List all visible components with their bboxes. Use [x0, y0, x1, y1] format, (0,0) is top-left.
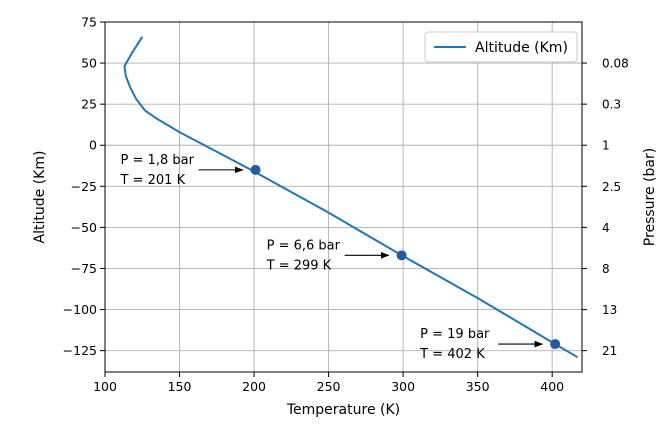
series-line-altitude [123, 36, 579, 359]
x-tick-label: 350 [466, 379, 490, 394]
data-point-marker [396, 250, 407, 261]
annotation-pressure: P = 19 bar [420, 327, 490, 342]
y2-axis-label: Pressure (bar) [642, 148, 658, 246]
y2-tick-label: 13 [602, 303, 617, 317]
y2-tick-label: 2.5 [602, 180, 621, 194]
data-point-marker [250, 164, 261, 175]
x-axis-label: Temperature (K) [286, 402, 400, 418]
x-axis-ticks: 100 150 200 250 300 350 400 [93, 372, 564, 394]
y-tick-label: 0 [89, 138, 97, 153]
y-tick-label: −25 [71, 179, 97, 194]
y2-tick-label: 1 [602, 139, 610, 153]
annotation-temperature: T = 299 K [266, 258, 332, 273]
y-tick-label: −50 [71, 220, 97, 235]
annotation-temperature: T = 201 K [120, 173, 186, 188]
y-tick-label: 75 [81, 15, 97, 30]
series-layer [123, 36, 579, 359]
y-tick-label: −75 [71, 261, 97, 276]
y2-tick-label: 4 [602, 221, 610, 235]
annotation-pressure: P = 1,8 bar [121, 153, 195, 168]
y-axis-label: Altitude (Km) [32, 151, 48, 244]
x-tick-label: 250 [317, 379, 341, 394]
x-tick-label: 100 [93, 379, 117, 394]
x-tick-label: 400 [540, 379, 564, 394]
y-tick-label: 25 [81, 97, 97, 112]
legend-box [424, 31, 578, 63]
plot-frame [104, 21, 583, 373]
x-tick-label: 150 [168, 379, 192, 394]
markers-layer [250, 164, 561, 350]
annotation-temperature: T = 402 K [419, 347, 485, 362]
y2-tick-label: 21 [602, 344, 617, 358]
y-tick-label: 50 [81, 56, 97, 71]
y2-axis-ticks: 0.08 0.3 1 2.5 4 8 13 21 [582, 57, 629, 358]
annotations: P = 1,8 bar T = 201 K P = 6,6 bar T = 299 K… [120, 153, 544, 362]
y2-tick-label: 0.3 [602, 98, 621, 112]
y2-tick-label: 0.08 [602, 57, 629, 71]
grid [104, 21, 582, 372]
data-point-marker [550, 339, 561, 350]
legend: Altitude (Km) [424, 31, 578, 63]
x-tick-label: 300 [391, 379, 415, 394]
y-tick-label: −125 [63, 343, 97, 358]
y-tick-label: −100 [63, 302, 97, 317]
y-axis-ticks: 75 50 25 0 −25 −50 −75 −100 −125 [63, 15, 105, 358]
legend-label: Altitude (Km) [475, 40, 568, 56]
x-tick-label: 200 [242, 379, 266, 394]
annotation-pressure: P = 6,6 bar [267, 238, 341, 253]
y2-tick-label: 8 [602, 262, 610, 276]
